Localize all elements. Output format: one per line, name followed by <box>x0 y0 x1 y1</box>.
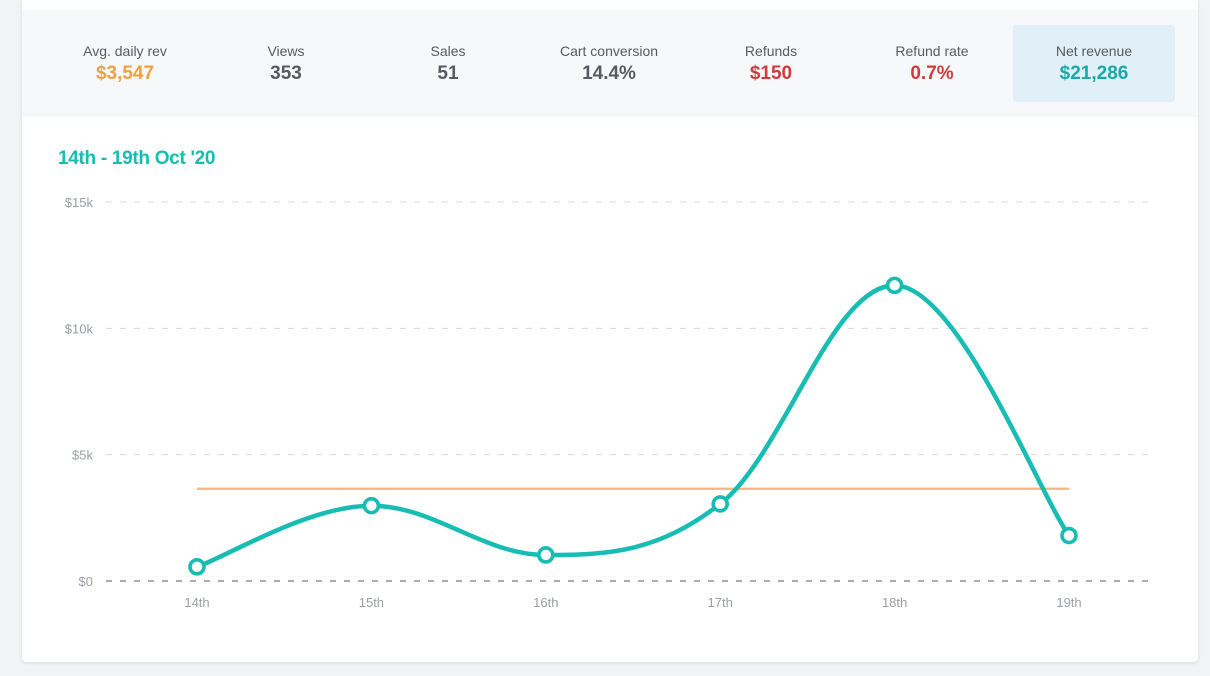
data-point <box>1060 526 1078 545</box>
data-point <box>711 495 730 513</box>
x-tick-label: 17th <box>708 595 733 610</box>
stat-value: 14.4% <box>582 63 636 84</box>
stat-value: 51 <box>437 63 459 84</box>
stat-views[interactable]: Views 353 <box>205 25 367 102</box>
x-tick-label: 18th <box>882 595 907 610</box>
data-point <box>188 558 206 576</box>
stat-refunds[interactable]: Refunds $150 <box>690 25 852 102</box>
stat-label: Cart conversion <box>559 43 659 59</box>
stat-value: 353 <box>270 63 302 84</box>
data-point <box>536 546 555 564</box>
y-tick-label: $10k <box>65 321 94 336</box>
y-tick-label: $0 <box>79 574 93 589</box>
stat-avg-daily-rev[interactable]: Avg. daily rev $3,547 <box>44 25 206 102</box>
stat-sales[interactable]: Sales 51 <box>367 25 529 102</box>
stat-refund-rate[interactable]: Refund rate 0.7% <box>851 25 1013 102</box>
stat-label: Views <box>267 43 305 59</box>
stat-label: Sales <box>430 43 466 59</box>
stat-label: Avg. daily rev <box>83 43 167 59</box>
x-tick-label: 19th <box>1056 595 1081 610</box>
stats-bar: Avg. daily rev $3,547 Views 353 Sales 51… <box>22 10 1198 117</box>
x-tick-label: 14th <box>184 595 209 610</box>
chart-title: 14th - 19th Oct '20 <box>58 148 216 169</box>
x-tick-label: 15th <box>359 595 384 610</box>
stat-value: $150 <box>749 63 793 84</box>
data-point <box>362 496 381 515</box>
data-point <box>885 276 904 295</box>
stat-label: Refunds <box>744 43 798 59</box>
stat-value: $21,286 <box>1059 63 1129 84</box>
stat-label: Net revenue <box>1055 43 1133 59</box>
stat-value: 0.7% <box>910 63 954 84</box>
x-tick-label: 16th <box>533 595 558 610</box>
stat-net-revenue[interactable]: Net revenue $21,286 <box>1013 25 1175 102</box>
stat-label: Refund rate <box>895 43 969 59</box>
stat-value: $3,547 <box>95 63 155 84</box>
stat-cart-conversion[interactable]: Cart conversion 14.4% <box>528 25 690 102</box>
y-tick-label: $5k <box>72 448 93 463</box>
y-tick-label: $15k <box>65 195 94 210</box>
series-line <box>194 283 1072 570</box>
